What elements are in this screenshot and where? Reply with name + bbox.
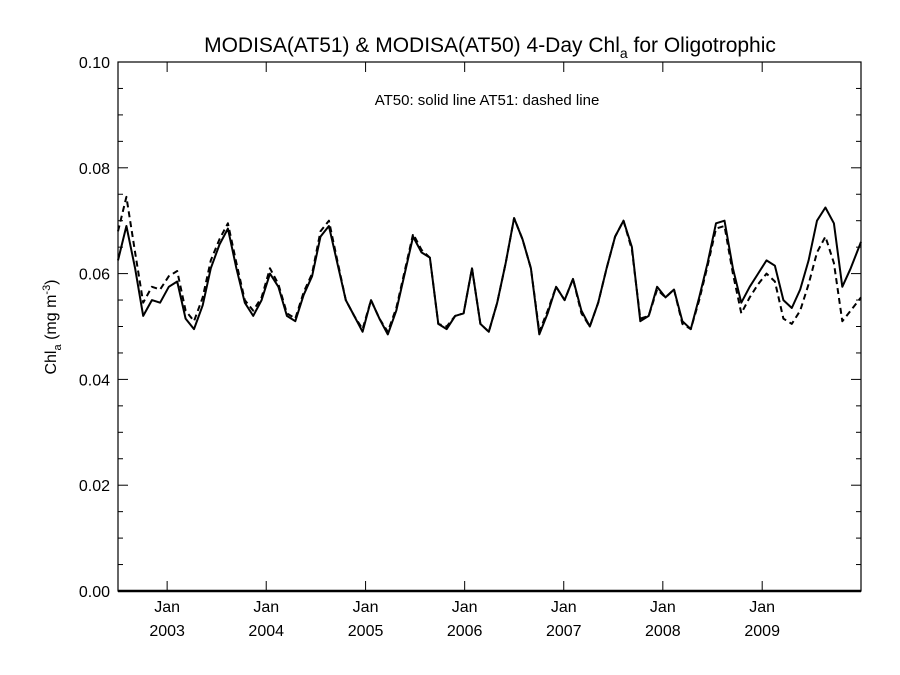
x-tick-label-year: 2009 bbox=[744, 623, 780, 640]
x-tick-label-month: Jan bbox=[154, 599, 180, 616]
annotation-line-styles: AT50: solid line AT51: dashed line bbox=[375, 92, 600, 109]
x-tick-label-year: 2007 bbox=[546, 623, 582, 640]
x-tick-label-year: 2006 bbox=[447, 623, 483, 640]
x-tick-label-year: 2004 bbox=[248, 623, 284, 640]
y-tick-label: 0.04 bbox=[79, 372, 110, 389]
x-tick-label-year: 2003 bbox=[149, 623, 185, 640]
y-tick-label: 0.06 bbox=[79, 267, 110, 284]
chart-title: MODISA(AT51) & MODISA(AT50) 4-Day Chla f… bbox=[204, 34, 776, 61]
y-tick-label: 0.10 bbox=[79, 55, 110, 72]
series-line-at50 bbox=[117, 206, 862, 336]
x-tick-label-year: 2005 bbox=[348, 623, 384, 640]
x-tick-label-month: Jan bbox=[452, 599, 478, 616]
series-line-at51 bbox=[117, 195, 862, 333]
y-tick-label: 0.00 bbox=[79, 584, 110, 601]
x-tick-label-month: Jan bbox=[749, 599, 775, 616]
y-tick-label: 0.08 bbox=[79, 161, 110, 178]
chart-title-subscript: a bbox=[620, 45, 628, 61]
y-tick-label: 0.02 bbox=[79, 478, 110, 495]
x-tick-label-month: Jan bbox=[353, 599, 379, 616]
x-tick-label-year: 2008 bbox=[645, 623, 681, 640]
x-tick-label-month: Jan bbox=[551, 599, 577, 616]
y-axis-label: Chla (mg m-3) bbox=[41, 279, 64, 374]
x-tick-label-month: Jan bbox=[253, 599, 279, 616]
x-tick-label-month: Jan bbox=[650, 599, 676, 616]
